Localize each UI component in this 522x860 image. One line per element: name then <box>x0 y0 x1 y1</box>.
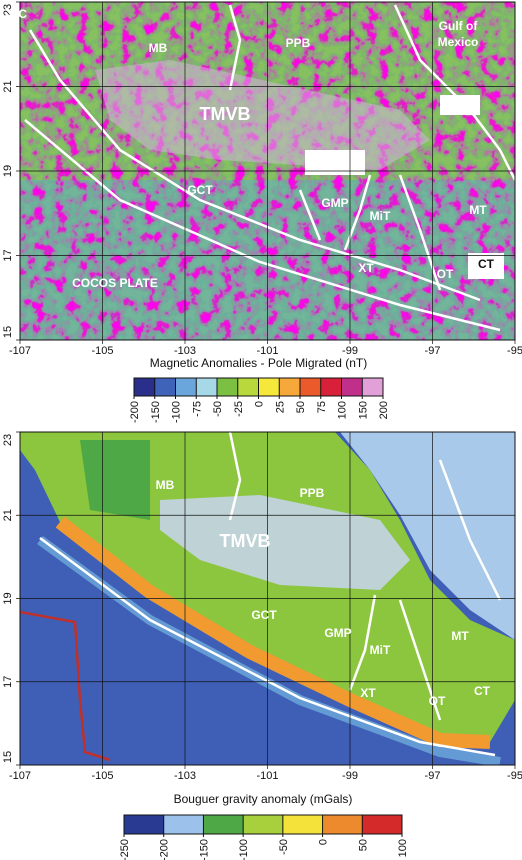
colorbar-label: 100 <box>337 401 349 419</box>
colorbar-label: 150 <box>357 401 369 419</box>
region-label: TMVB <box>200 104 251 124</box>
region-label: MT <box>451 629 469 643</box>
region-label: MT <box>469 203 487 217</box>
colorbar-label: 75 <box>316 401 328 413</box>
colorbar-swatch <box>300 378 322 396</box>
region-label: GCT <box>187 183 213 197</box>
region-label: CT <box>474 684 491 698</box>
lat-label: 23 <box>2 434 14 446</box>
region-label: CT <box>478 257 495 271</box>
region-label: MB <box>149 41 168 55</box>
lon-label: -107 <box>9 345 31 357</box>
colorbar-swatch <box>237 378 259 396</box>
lon-label: -101 <box>256 770 278 782</box>
colorbar-label: -150 <box>198 839 210 860</box>
lat-label: 21 <box>2 80 14 92</box>
colorbar-label: -250 <box>119 839 131 860</box>
region-label: Gulf of <box>439 19 479 33</box>
colorbar-label: -50 <box>212 401 224 417</box>
region-label: OT <box>429 694 446 708</box>
lon-label: -97 <box>425 345 441 357</box>
colorbar-swatch <box>341 378 363 396</box>
colorbar-label: -75 <box>191 401 203 417</box>
colorbar-label: 100 <box>397 839 409 857</box>
colorbar-label: -150 <box>150 401 162 423</box>
colorbar-label: -50 <box>278 839 290 855</box>
lat-label: 17 <box>2 676 14 688</box>
colorbar-label: 200 <box>378 401 390 419</box>
colorbar-swatch <box>322 815 363 834</box>
colorbar-label: -200 <box>129 401 141 423</box>
colorbar-swatch <box>320 378 342 396</box>
lon-label: -103 <box>174 345 196 357</box>
region-label: XT <box>358 261 374 275</box>
colorbar-label: -100 <box>238 839 250 860</box>
lat-label: 19 <box>2 165 14 177</box>
lon-label: -105 <box>91 345 113 357</box>
region-label: MiT <box>370 643 391 657</box>
colorbar-swatch <box>282 815 324 834</box>
lat-label: 15 <box>2 326 14 338</box>
lon-label: -99 <box>342 345 358 357</box>
colorbar-label: -25 <box>233 401 245 417</box>
colorbar-swatch <box>243 815 284 834</box>
colorbar-label: 0 <box>254 401 266 407</box>
lon-label: -99 <box>342 770 358 782</box>
region-label: XT <box>360 686 376 700</box>
colorbar-swatch <box>154 378 176 396</box>
lon-label: -95 <box>507 770 522 782</box>
region-label: MiT <box>370 209 391 223</box>
lon-label: -101 <box>256 345 278 357</box>
lon-label: -95 <box>507 345 522 357</box>
lon-label: -97 <box>425 770 441 782</box>
colorbar-label: 0 <box>318 839 330 845</box>
region-label: MB <box>156 478 175 492</box>
region-label: Mexico <box>438 35 479 49</box>
colorbar-swatch <box>217 378 239 396</box>
region-label: GMP <box>321 196 348 210</box>
colorbar-swatch <box>362 815 403 834</box>
region-label: PPB <box>286 36 311 50</box>
lat-label: 17 <box>2 249 14 261</box>
lat-label: 15 <box>2 751 14 763</box>
region-label: COCOS PLATE <box>72 276 158 290</box>
colorbar-label: 50 <box>357 839 369 851</box>
lon-label: -105 <box>91 770 113 782</box>
region-label: OT <box>437 267 454 281</box>
colorbar-swatch <box>175 378 197 396</box>
colorbar-swatch <box>279 378 301 396</box>
colorbar-label: 25 <box>274 401 286 413</box>
colorbar-swatch <box>362 378 384 396</box>
region-label: GCT <box>251 608 277 622</box>
colorbar-title: Magnetic Anomalies - Pole Migrated (nT) <box>150 356 367 370</box>
lon-label: -103 <box>174 770 196 782</box>
lat-label: 19 <box>2 592 14 604</box>
region-label: TMVB <box>220 531 271 551</box>
colorbar-swatch <box>196 378 218 396</box>
region-label: PPB <box>300 486 325 500</box>
colorbar-swatch <box>258 378 280 396</box>
lat-label: 21 <box>2 509 14 521</box>
colorbar-swatch <box>134 378 156 396</box>
colorbar-title: Bouguer gravity anomaly (mGals) <box>174 792 353 806</box>
colorbar-label: -200 <box>159 839 171 860</box>
lon-label: -107 <box>9 770 31 782</box>
colorbar-swatch <box>203 815 244 834</box>
region-label: GC <box>9 7 27 21</box>
region-label: GMP <box>324 626 351 640</box>
colorbar-swatch <box>124 815 165 834</box>
colorbar-label: 50 <box>295 401 307 413</box>
colorbar-label: -100 <box>171 401 183 423</box>
lat-label: 23 <box>2 4 14 16</box>
colorbar-swatch <box>163 815 204 834</box>
